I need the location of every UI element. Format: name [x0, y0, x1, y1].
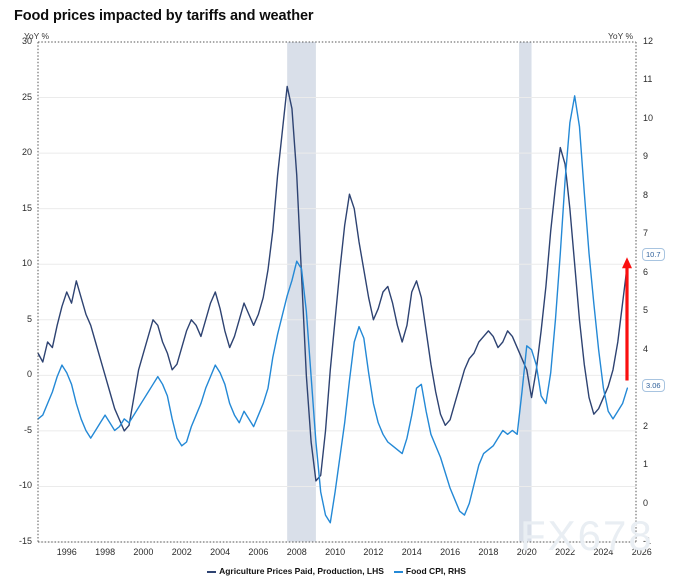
up-arrow-head [622, 257, 632, 269]
legend-label-agriculture: Agriculture Prices Paid, Production, LHS [219, 566, 384, 576]
legend-swatch-agriculture [207, 570, 217, 573]
right-axis-tick-label: 7 [643, 228, 649, 239]
x-axis-tick-label: 1998 [95, 547, 116, 557]
x-axis-tick-label: 2002 [171, 547, 192, 557]
x-axis-tick-label: 2010 [325, 547, 346, 557]
right-axis-unit-label: YoY % [608, 31, 634, 41]
x-axis-tick-label: 1996 [56, 547, 77, 557]
series-line-agriculture [37, 85, 629, 482]
right-axis-tick-label: 5 [643, 305, 649, 316]
right-axis-tick-label: 12 [643, 36, 654, 46]
left-axis-tick-label: 20 [21, 147, 32, 158]
x-axis-tick-label: 2006 [248, 547, 269, 557]
left-axis-tick-label: -5 [23, 424, 32, 435]
right-axis-tick-label: -1 [643, 536, 652, 546]
legend-item-agriculture: Agriculture Prices Paid, Production, LHS [207, 566, 384, 576]
agriculture-value-callout: 10.7 [642, 248, 665, 262]
right-axis-tick-label: 4 [643, 343, 649, 354]
left-axis-tick-label: 25 [21, 91, 32, 102]
chart-legend: Agriculture Prices Paid, Production, LHS… [0, 566, 673, 576]
x-axis-tick-label: 2012 [363, 547, 384, 557]
x-axis-tick-label: 2004 [210, 547, 231, 557]
series-line-food-cpi [37, 95, 629, 524]
right-axis-tick-label: 1 [643, 459, 649, 470]
x-axis-tick-label: 2022 [555, 547, 576, 557]
right-axis-tick-label: 6 [643, 266, 649, 277]
right-axis-tick-label: 10 [643, 112, 654, 123]
legend-item-food-cpi: Food CPI, RHS [393, 566, 466, 576]
left-axis-tick-label: 0 [26, 369, 32, 380]
legend-label-food-cpi: Food CPI, RHS [405, 566, 466, 576]
right-axis-tick-label: 0 [643, 497, 649, 508]
right-axis-tick-label: 11 [643, 74, 653, 85]
chart-title: Food prices impacted by tariffs and weat… [14, 8, 314, 24]
recession-band-1 [287, 42, 316, 542]
x-axis-tick-label: 2014 [401, 547, 422, 557]
left-axis-tick-label: 10 [21, 258, 32, 269]
right-axis-tick-label: 9 [643, 151, 649, 162]
recession-band-2 [519, 42, 532, 542]
food-cpi-value-callout: 3.06 [642, 378, 665, 392]
left-axis-tick-label: 5 [26, 313, 32, 324]
left-axis-tick-label: 15 [21, 202, 32, 213]
right-axis-tick-label: 8 [643, 189, 649, 200]
right-axis-tick-label: 2 [643, 420, 649, 431]
legend-swatch-food-cpi [393, 570, 403, 573]
left-axis-unit-label: YoY % [24, 31, 50, 41]
left-axis-tick-label: -10 [18, 480, 32, 491]
x-axis-tick-label: 2026 [631, 547, 652, 557]
x-axis-tick-label: 2020 [516, 547, 537, 557]
left-axis-tick-label: 30 [21, 36, 32, 46]
x-axis-tick-label: 2000 [133, 547, 154, 557]
x-axis-tick-label: 2008 [286, 547, 307, 557]
left-axis-tick-label: -15 [18, 536, 32, 546]
x-axis-tick-label: 2018 [478, 547, 499, 557]
x-axis-tick-label: 2016 [440, 547, 461, 557]
x-axis-tick-label: 2024 [593, 547, 614, 557]
